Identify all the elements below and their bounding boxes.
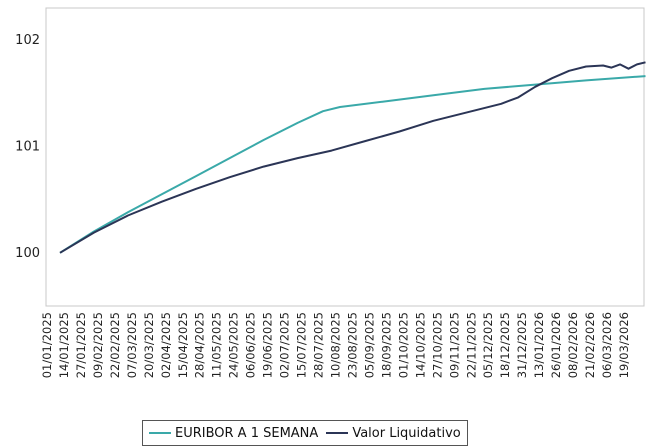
x-tick-label: 20/03/2025 [142, 312, 156, 378]
x-tick-label: 21/02/2026 [583, 312, 597, 378]
y-axis: 100 101 102 [15, 33, 40, 261]
legend-item-valor-liquidativo: Valor Liquidativo [324, 425, 461, 441]
legend-label-valor-liquidativo: Valor Liquidativo [352, 425, 461, 441]
x-tick-label: 26/01/2026 [549, 312, 563, 378]
legend: EURIBOR A 1 SEMANA Valor Liquidativo [142, 420, 468, 446]
y-tick-label: 100 [15, 246, 40, 261]
legend-swatch-valor-liquidativo [326, 432, 349, 434]
x-tick-label: 24/05/2025 [227, 312, 241, 378]
x-tick-label: 31/12/2025 [515, 312, 529, 378]
series-line-valor-liquidativo [59, 61, 646, 254]
legend-item-euribor: EURIBOR A 1 SEMANA [147, 426, 318, 441]
x-tick-label: 18/09/2025 [379, 312, 393, 378]
x-tick-label: 05/09/2025 [362, 312, 376, 378]
series-line-euribor [59, 75, 646, 254]
x-tick-label: 22/11/2025 [464, 312, 478, 378]
x-tick-label: 02/07/2025 [278, 312, 292, 378]
x-tick-label: 13/01/2026 [532, 312, 546, 378]
x-tick-label: 11/05/2025 [210, 312, 224, 378]
x-tick-label: 28/04/2025 [193, 312, 207, 378]
x-tick-label: 01/10/2025 [396, 312, 410, 378]
series-layer [59, 61, 646, 254]
x-tick-label: 01/01/2025 [40, 312, 54, 378]
x-tick-label: 06/06/2025 [244, 312, 258, 378]
x-tick-label: 09/11/2025 [447, 312, 461, 378]
legend-label-euribor: EURIBOR A 1 SEMANA [175, 425, 319, 441]
x-tick-label: 07/03/2025 [125, 312, 139, 378]
plot-area [45, 7, 645, 307]
x-tick-label: 10/08/2025 [329, 312, 343, 378]
y-tick-label: 101 [15, 139, 40, 154]
x-tick-label: 28/07/2025 [312, 312, 326, 378]
legend-swatch-euribor [149, 432, 171, 434]
x-tick-label: 02/04/2025 [159, 312, 173, 378]
x-tick-label: 15/04/2025 [176, 312, 190, 378]
x-tick-label: 15/07/2025 [295, 312, 309, 378]
x-axis: 01/01/2025 14/01/2025 27/01/2025 09/02/2025… [40, 312, 631, 378]
x-tick-label: 09/02/2025 [91, 312, 105, 378]
x-tick-label: 27/01/2025 [74, 312, 88, 378]
x-tick-label: 19/03/2026 [617, 312, 631, 378]
x-tick-label: 08/02/2026 [566, 312, 580, 378]
x-tick-label: 06/03/2026 [600, 312, 614, 378]
x-tick-label: 14/10/2025 [413, 312, 427, 378]
x-tick-label: 19/06/2025 [261, 312, 275, 378]
x-tick-label: 27/10/2025 [430, 312, 444, 378]
x-tick-label: 14/01/2025 [57, 312, 71, 378]
y-tick-label: 102 [15, 33, 40, 48]
x-tick-label: 05/12/2025 [481, 312, 495, 378]
chart: 100 101 102 01/01/2025 14/01/2025 27/01/2025… [15, 7, 646, 378]
x-tick-label: 22/02/2025 [108, 312, 122, 378]
x-tick-label: 18/12/2025 [498, 312, 512, 378]
x-tick-label: 23/08/2025 [345, 312, 359, 378]
